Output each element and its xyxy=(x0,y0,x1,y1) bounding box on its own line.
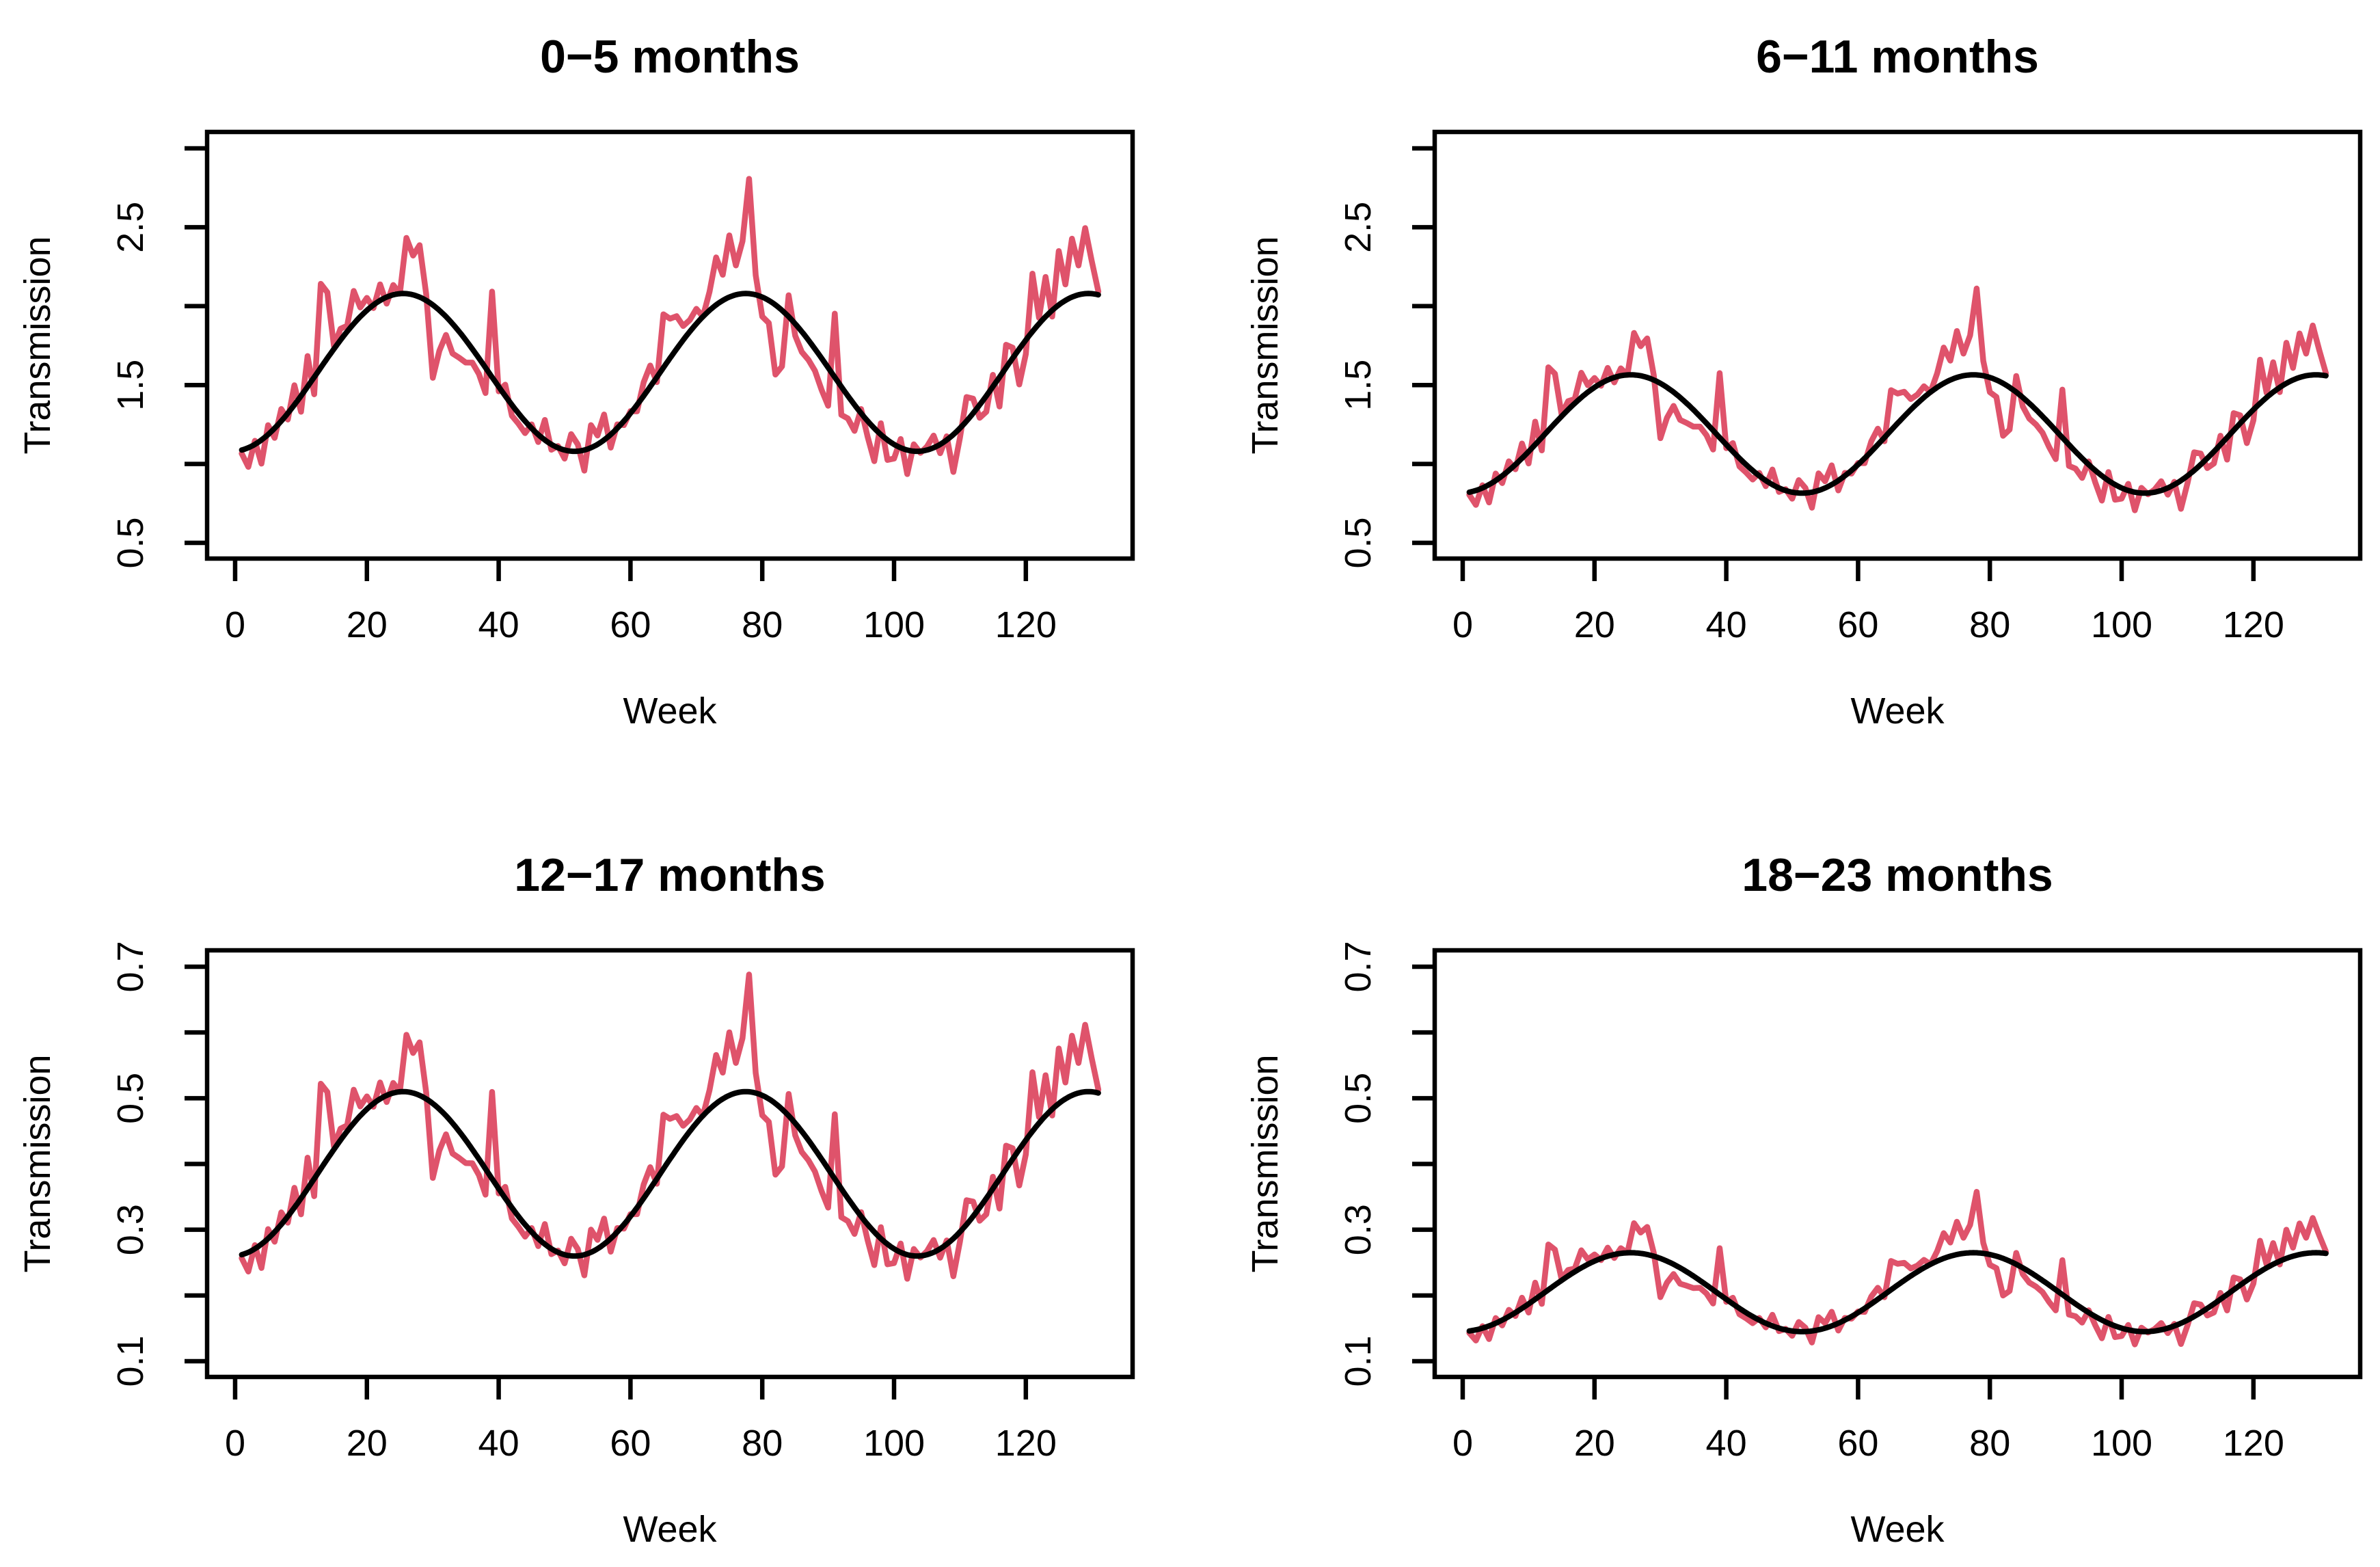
panel-0-5-months: 0 20 40 60 80 100 120 0.5 1.5 2.5 0−5 months Week Tr… xyxy=(17,31,1135,732)
x-axis-tick-label: 40 xyxy=(478,604,519,645)
panel-6-11-months: 0 20 40 60 80 100 120 0.5 1.5 2.5 6−11 months Week T… xyxy=(1245,31,2363,732)
weekly-transmission-line xyxy=(239,972,1102,1282)
x-axis-tick-label: 80 xyxy=(742,1423,783,1464)
seasonal-trend-line xyxy=(239,291,1101,455)
y-axis-tick-label: 0.5 xyxy=(1338,517,1379,568)
y-axis-tick-label: 2.5 xyxy=(1338,202,1379,253)
x-axis-label: Week xyxy=(623,1509,717,1550)
y-axis-tick-label: 1.5 xyxy=(110,360,151,411)
seasonal-trend-line xyxy=(1466,1250,2329,1335)
y-axis-tick-label: 0.5 xyxy=(110,517,151,568)
x-axis-tick-label: 120 xyxy=(2223,604,2284,645)
x-axis-tick-label: 80 xyxy=(1969,604,2010,645)
x-axis-tick-label: 60 xyxy=(610,604,651,645)
y-axis-tick-label: 0.1 xyxy=(1338,1335,1379,1387)
y-axis-label: Transmission xyxy=(1245,1054,1286,1272)
x-axis-tick-label: 20 xyxy=(1574,604,1615,645)
y-axis-tick-label: 0.3 xyxy=(110,1204,151,1255)
x-axis-tick-label: 40 xyxy=(478,1423,519,1464)
x-axis-label: Week xyxy=(1850,691,1945,732)
x-axis-tick-label: 40 xyxy=(1706,604,1747,645)
y-axis-tick-label: 0.5 xyxy=(110,1073,151,1124)
plot-frame xyxy=(1432,129,2363,561)
x-axis-tick-label: 60 xyxy=(1837,1423,1878,1464)
x-axis-tick-label: 100 xyxy=(2091,604,2152,645)
panel-title: 12−17 months xyxy=(514,849,825,901)
x-axis-tick-label: 0 xyxy=(1452,604,1473,645)
x-axis-tick-label: 80 xyxy=(742,604,783,645)
x-axis-tick-label: 100 xyxy=(863,1423,925,1464)
x-axis-tick-label: 20 xyxy=(1574,1423,1615,1464)
weekly-transmission-line xyxy=(1466,1189,2329,1348)
seasonal-trend-line xyxy=(1466,372,2329,496)
y-axis-label: Transmission xyxy=(1245,236,1286,454)
x-axis-tick-label: 20 xyxy=(347,604,388,645)
y-axis-tick-label: 0.7 xyxy=(1338,941,1379,992)
x-axis-tick-label: 60 xyxy=(610,1423,651,1464)
x-axis-tick-label: 0 xyxy=(1452,1423,1473,1464)
panel-title: 0−5 months xyxy=(540,31,800,83)
y-axis-tick-label: 0.5 xyxy=(1338,1073,1379,1124)
x-axis-label: Week xyxy=(623,691,717,732)
plot-frame xyxy=(1432,948,2363,1380)
x-axis-tick-label: 120 xyxy=(995,604,1057,645)
x-axis-tick-label: 20 xyxy=(347,1423,388,1464)
x-axis-tick-label: 0 xyxy=(225,604,245,645)
x-axis-tick-label: 120 xyxy=(995,1423,1057,1464)
panel-12-17-months: 0 20 40 60 80 100 120 0.1 0.3 0.5 0.7 12−17 months W… xyxy=(17,849,1135,1550)
x-axis-tick-label: 40 xyxy=(1706,1423,1747,1464)
y-axis-tick-label: 1.5 xyxy=(1338,360,1379,411)
x-axis-tick-label: 120 xyxy=(2223,1423,2284,1464)
plot-frame xyxy=(204,129,1135,561)
seasonal-trend-line xyxy=(239,1088,1101,1259)
weekly-transmission-line xyxy=(239,176,1102,477)
x-axis-tick-label: 100 xyxy=(2091,1423,2152,1464)
panel-title: 6−11 months xyxy=(1756,31,2039,83)
y-axis-tick-label: 2.5 xyxy=(110,202,151,253)
y-axis-tick-label: 0.1 xyxy=(110,1335,151,1387)
weekly-transmission-line xyxy=(1466,285,2329,513)
x-axis-label: Week xyxy=(1850,1509,1945,1550)
x-axis-tick-label: 60 xyxy=(1837,604,1878,645)
panel-18-23-months: 0 20 40 60 80 100 120 0.1 0.3 0.5 0.7 18−23 months W… xyxy=(1245,849,2363,1550)
x-axis-tick-label: 0 xyxy=(225,1423,245,1464)
y-axis-label: Transmission xyxy=(17,236,58,454)
y-axis-label: Transmission xyxy=(17,1054,58,1272)
y-axis-tick-label: 0.7 xyxy=(110,941,151,992)
panel-title: 18−23 months xyxy=(1742,849,2053,901)
x-axis-tick-label: 80 xyxy=(1969,1423,2010,1464)
x-axis-tick-label: 100 xyxy=(863,604,925,645)
y-axis-tick-label: 0.3 xyxy=(1338,1204,1379,1255)
